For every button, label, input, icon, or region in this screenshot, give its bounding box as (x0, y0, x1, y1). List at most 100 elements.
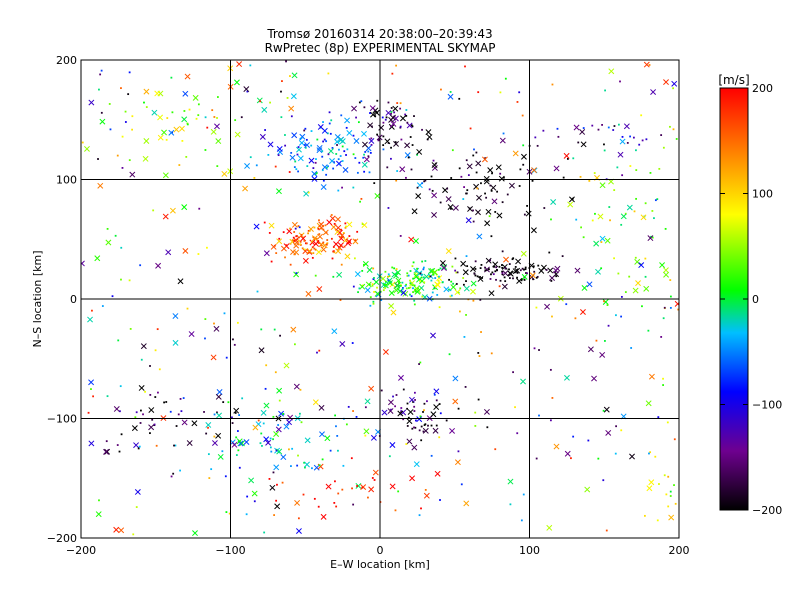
scatter-point-dot (342, 231, 345, 234)
scatter-point-dot (600, 267, 603, 270)
scatter-point-x (295, 528, 302, 534)
scatter-point-dot (575, 218, 578, 221)
scatter-point-dot (135, 506, 138, 508)
scatter-point-dot (448, 288, 450, 291)
scatter-point-dot (410, 168, 413, 171)
scatter-point-dot (654, 455, 657, 458)
scatter-point-dot (92, 395, 95, 398)
scatter-point-x (452, 375, 459, 382)
scatter-point-dot (303, 461, 305, 464)
scatter-point-dot (580, 226, 583, 229)
scatter-point-x (334, 138, 341, 145)
scatter-point-x (525, 210, 532, 217)
scatter-point-dot (236, 430, 239, 432)
scatter-point-dot (361, 284, 364, 287)
scatter-point-x (390, 114, 396, 121)
scatter-point-dot (418, 363, 421, 365)
scatter-point-x (390, 309, 397, 316)
scatter-point-x (529, 272, 536, 279)
scatter-point-dot (628, 275, 631, 278)
scatter-point-dot (336, 144, 338, 146)
scatter-point-dot (303, 239, 306, 242)
scatter-point-dot (294, 160, 297, 163)
scatter-point-x (373, 279, 380, 286)
scatter-point-dot (474, 268, 477, 270)
scatter-point-x (305, 290, 312, 297)
scatter-point-dot (423, 424, 426, 426)
scatter-point-x (580, 141, 587, 148)
scatter-point-dot (390, 111, 393, 113)
scatter-point-x (291, 221, 298, 228)
scatter-point-dot (285, 244, 288, 247)
scatter-point-x (404, 142, 411, 149)
scatter-point-x (454, 289, 461, 296)
scatter-point-x (516, 278, 523, 284)
scatter-point-x (236, 61, 243, 68)
scatter-point-dot (691, 502, 693, 504)
scatter-point-dot (216, 411, 218, 414)
scatter-point-x (647, 235, 654, 242)
scatter-point-dot (297, 454, 299, 457)
scatter-point-dot (473, 272, 476, 275)
scatter-point-dot (462, 283, 465, 286)
scatter-point-x (210, 128, 217, 135)
scatter-point-dot (290, 465, 292, 467)
scatter-point-x (154, 90, 161, 97)
scatter-point-dot (460, 483, 463, 486)
scatter-point-dot (416, 267, 418, 270)
scatter-point-dot (439, 499, 441, 501)
scatter-point-dot (90, 388, 92, 390)
scatter-point-dot (204, 337, 206, 340)
scatter-point-dot (249, 156, 252, 159)
scatter-point-dot (486, 426, 489, 429)
scatter-point-x (409, 475, 416, 482)
scatter-point-dot (405, 287, 408, 290)
scatter-point-x (514, 267, 521, 274)
scatter-point-dot (290, 115, 293, 118)
scatter-point-dot (170, 76, 173, 79)
scatter-point-dot (619, 80, 621, 83)
scatter-point-dot (648, 64, 651, 66)
scatter-point-dot (591, 124, 594, 127)
scatter-point-dot (613, 189, 616, 192)
scatter-point-dot (362, 156, 365, 159)
scatter-point-dot (310, 240, 313, 243)
scatter-point-dot (615, 425, 618, 428)
scatter-point-x (95, 511, 102, 518)
scatter-point-dot (532, 278, 534, 281)
scatter-point-dot (280, 90, 282, 93)
scatter-point-dot (514, 266, 517, 268)
scatter-point-x (165, 249, 172, 256)
scatter-point-dot (312, 167, 315, 169)
scatter-point-dot (338, 148, 340, 151)
scatter-point-dot (315, 172, 318, 174)
scatter-point-dot (504, 267, 507, 270)
scatter-point-x (342, 166, 349, 173)
scatter-point-dot (381, 116, 384, 119)
scatter-point-x (140, 343, 147, 350)
scatter-point-x (317, 124, 324, 130)
scatter-point-x (276, 387, 283, 394)
scatter-point-dot (395, 64, 398, 67)
scatter-point-x (259, 133, 266, 140)
scatter-point-dot (405, 176, 407, 179)
scatter-point-dot (204, 116, 207, 119)
scatter-point-dot (291, 239, 294, 241)
scatter-point-dot (604, 340, 606, 342)
scatter-point-dot (472, 154, 475, 157)
scatter-point-dot (545, 269, 548, 271)
scatter-point-x (308, 226, 314, 233)
scatter-point-dot (391, 72, 394, 75)
scatter-point-dot (278, 399, 281, 402)
scatter-point-dot (361, 486, 364, 489)
scatter-point-x (385, 109, 392, 116)
scatter-point-dot (669, 306, 672, 309)
scatter-point-x (321, 164, 328, 171)
scatter-point-dot (643, 514, 646, 517)
scatter-point-x (668, 514, 675, 521)
scatter-point-dot (210, 468, 213, 471)
scatter-point-dot (656, 519, 659, 522)
scatter-point-dot (357, 291, 359, 294)
scatter-point-dot (406, 402, 409, 405)
scatter-point-dot (317, 227, 320, 230)
